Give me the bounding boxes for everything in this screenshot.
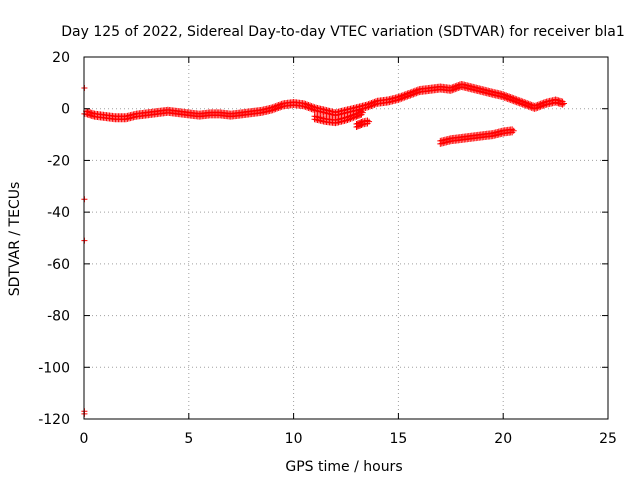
data-point (402, 94, 409, 101)
data-point (366, 118, 373, 125)
data-point (411, 90, 418, 97)
y-tick-label: -120 (38, 412, 70, 428)
data-point (559, 101, 566, 108)
data-point (369, 102, 376, 109)
x-axis-label: GPS time / hours (285, 459, 402, 475)
data-point (534, 104, 541, 111)
data-point (410, 91, 417, 98)
data-point (396, 96, 403, 103)
data-point (351, 114, 358, 121)
y-tick-label: -40 (47, 205, 70, 221)
data-point (371, 101, 378, 108)
data-point (354, 113, 361, 120)
data-point (277, 104, 284, 111)
data-point (354, 123, 361, 130)
data-point (540, 102, 547, 109)
data-point (366, 103, 373, 110)
data-point (395, 96, 402, 103)
data-point (510, 127, 517, 134)
x-tick-label: 0 (80, 431, 89, 447)
data-point (353, 113, 360, 120)
y-tick-label: -100 (38, 360, 70, 376)
data-point (345, 116, 352, 123)
data-points (81, 80, 567, 417)
data-point (353, 124, 360, 131)
x-tick-label: 5 (184, 431, 193, 447)
data-point (407, 92, 414, 99)
data-point (269, 107, 276, 114)
x-tick-label: 10 (285, 431, 303, 447)
y-tick-label: -80 (47, 309, 70, 325)
axis-ticks: 20 0 -20 -40 -60 -80 -100 -120 0 5 10 15 20 25 (38, 50, 617, 447)
data-point (450, 86, 457, 93)
y-tick-label: -20 (47, 153, 70, 169)
data-point (355, 122, 362, 129)
data-point (271, 106, 278, 113)
data-point (368, 102, 375, 109)
data-point (452, 86, 459, 93)
data-point (278, 103, 285, 110)
data-point (357, 122, 364, 129)
data-point (358, 121, 365, 128)
data-point (447, 87, 454, 94)
data-point (536, 104, 543, 111)
data-point (399, 95, 406, 102)
data-point (275, 104, 282, 111)
data-point (539, 103, 546, 110)
data-point (343, 117, 349, 124)
data-point (365, 104, 372, 111)
chart-title: Day 125 of 2022, Sidereal Day-to-day VTE… (61, 24, 624, 40)
data-point (405, 92, 412, 99)
data-point (347, 115, 354, 122)
data-point (404, 93, 411, 100)
y-tick-label: 20 (52, 50, 70, 66)
data-point (350, 114, 357, 121)
data-point (414, 89, 421, 96)
x-tick-label: 25 (599, 431, 617, 447)
data-point (272, 106, 279, 113)
data-point (357, 112, 364, 119)
y-tick-label: -60 (47, 257, 70, 273)
data-point (453, 85, 460, 92)
data-point (531, 105, 538, 112)
data-point (413, 90, 420, 97)
y-axis-label: SDTVAR / TECUs (7, 182, 23, 297)
x-tick-label: 20 (494, 431, 512, 447)
plot-frame (83, 56, 609, 420)
data-point (537, 103, 544, 110)
data-point (533, 105, 540, 112)
data-point (363, 104, 370, 111)
data-point (359, 109, 366, 116)
data-point (408, 91, 415, 98)
data-point (401, 94, 408, 101)
x-tick-label: 15 (389, 431, 407, 447)
data-point (398, 95, 405, 102)
data-point (449, 87, 456, 94)
data-point (560, 100, 567, 107)
data-point (348, 115, 355, 122)
data-point (274, 105, 281, 112)
data-point (372, 101, 379, 108)
data-point (344, 117, 351, 124)
data-point (455, 85, 462, 92)
data-point (355, 112, 362, 119)
y-tick-label: 0 (61, 102, 70, 118)
